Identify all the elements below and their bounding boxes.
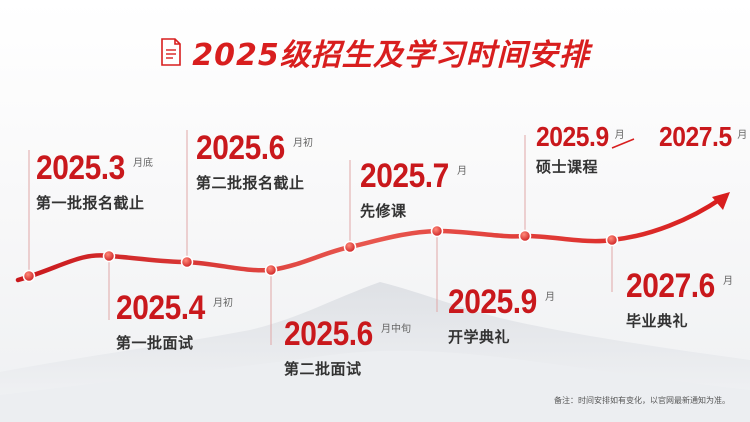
milestone-date: 2025.9	[536, 121, 609, 152]
milestone-4: 2025.6 月中旬 第二批面试	[284, 316, 411, 379]
milestone-suffix-end: 月	[737, 130, 748, 141]
milestone-suffix: 月初	[293, 138, 313, 149]
milestone-date: 2027.6	[626, 267, 715, 305]
milestone-suffix: 月	[457, 166, 467, 177]
milestone-5: 2025.7 月 先修课	[360, 158, 467, 221]
milestone-2: 2025.4 月初 第一批面试	[116, 290, 233, 353]
milestone-suffix: 月	[545, 292, 555, 303]
milestone-date: 2025.6	[284, 315, 373, 353]
milestone-label: 先修课	[360, 202, 407, 220]
document-icon	[161, 38, 182, 66]
footnote: 备注：时间安排如有变化，以官网最新通知为准。	[554, 396, 730, 405]
milestone-date-end: 2027.5	[658, 121, 732, 152]
milestone-label: 第一批面试	[116, 334, 194, 352]
milestone-dots	[22, 224, 619, 283]
milestone-label: 第二批报名截止	[196, 174, 305, 192]
milestone-label: 第二批面试	[284, 360, 362, 378]
page-title: 2025级招生及学习时间安排	[192, 38, 590, 73]
milestone-3: 2025.6 月初 第二批报名截止	[196, 130, 313, 193]
milestone-6: 2025.9 月 开学典礼	[448, 284, 555, 347]
milestone-suffix: 月底	[133, 158, 153, 169]
title-bar: 2025级招生及学习时间安排	[0, 30, 750, 74]
milestone-label: 开学典礼	[448, 328, 511, 346]
milestone-date: 2025.6	[196, 129, 285, 167]
milestone-7: 2025.9 月 2027.5 月 硕士课程	[536, 122, 747, 177]
milestone-date: 2025.7	[360, 157, 449, 195]
range-connector	[611, 138, 635, 149]
guide-lines	[28, 130, 613, 345]
milestone-label: 毕业典礼	[626, 312, 689, 330]
milestone-suffix: 月中旬	[381, 324, 411, 335]
milestone-suffix: 月	[614, 130, 625, 141]
milestone-date: 2025.3	[36, 149, 125, 187]
milestone-label: 硕士课程	[536, 158, 599, 176]
milestone-1: 2025.3 月底 第一批报名截止	[36, 150, 153, 213]
milestone-8: 2027.6 月 毕业典礼	[626, 268, 733, 331]
milestone-date: 2025.9	[448, 283, 537, 321]
milestone-label: 第一批报名截止	[36, 194, 145, 212]
milestone-date: 2025.4	[116, 289, 205, 327]
milestone-suffix: 月	[723, 276, 733, 287]
milestone-suffix: 月初	[213, 298, 233, 309]
